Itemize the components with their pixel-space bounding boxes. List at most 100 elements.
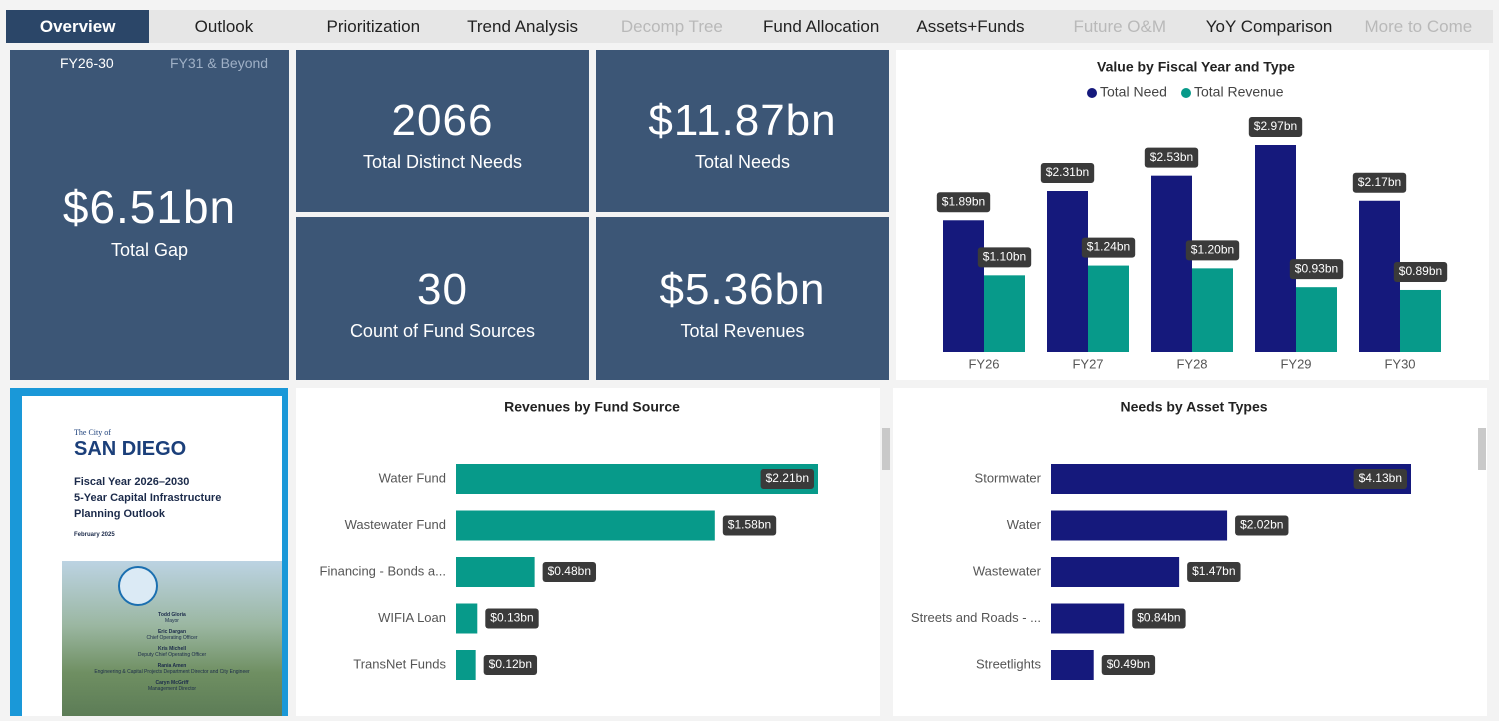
- kpi-card: $11.87bn Total Needs: [596, 50, 889, 212]
- nav-tab[interactable]: Prioritization: [299, 10, 448, 43]
- x-tick-label: FY30: [1384, 356, 1415, 371]
- nav-tab: More to Come: [1344, 10, 1493, 43]
- kpi-value: 2066: [296, 96, 589, 146]
- bar: [456, 511, 715, 541]
- bar: [1151, 176, 1192, 352]
- x-tick-label: FY27: [1072, 356, 1103, 371]
- bar: [456, 650, 476, 680]
- kpi-label: Total Revenues: [596, 321, 889, 342]
- y-tick-label: Financing - Bonds a...: [320, 563, 446, 578]
- data-label: $1.89bn: [942, 194, 985, 208]
- chart-title: Needs by Asset Types: [1120, 399, 1267, 415]
- kpi-label: Total Gap: [10, 240, 289, 261]
- nav-tab: Future O&M: [1045, 10, 1194, 43]
- nav-tab[interactable]: Outlook: [149, 10, 298, 43]
- data-label: $0.13bn: [490, 611, 533, 625]
- y-tick-label: Streetlights: [976, 656, 1042, 671]
- cover-title-line: Fiscal Year 2026–2030: [74, 474, 221, 490]
- chart: Revenues by Fund Source Water Fund $2.21bn…: [296, 388, 880, 716]
- scrollbar[interactable]: [1478, 428, 1486, 470]
- bar: [1255, 145, 1296, 352]
- data-label: $2.97bn: [1254, 119, 1297, 133]
- cover-text: The City of: [74, 428, 111, 437]
- kpi-label: Total Distinct Needs: [296, 152, 589, 173]
- filter[interactable]: FY26-30: [60, 55, 114, 71]
- bar: [1192, 268, 1233, 352]
- y-tick-label: Streets and Roads - ...: [911, 610, 1041, 625]
- chart-panel: Value by Fiscal Year and Type Total Need T…: [896, 50, 1489, 380]
- nav-tab[interactable]: YoY Comparison: [1194, 10, 1343, 43]
- y-tick-label: Water Fund: [379, 470, 446, 485]
- kpi-value: 30: [296, 265, 589, 315]
- nav-tab[interactable]: Trend Analysis: [448, 10, 597, 43]
- chart-title: Revenues by Fund Source: [504, 399, 680, 415]
- cover-person-role: Engineering & Capital Projects Departmen…: [62, 669, 282, 675]
- chart-panel: Revenues by Fund Source Water Fund $2.21bn…: [296, 388, 880, 716]
- kpi-card: $5.36bn Total Revenues: [596, 217, 889, 380]
- data-label: $2.21bn: [766, 471, 809, 485]
- kpi-card: FY26-30 FY31 & Beyond $6.51bn Total Gap: [10, 50, 289, 380]
- bar: [1051, 604, 1124, 634]
- data-label: $1.24bn: [1087, 240, 1130, 254]
- bar: [1088, 266, 1129, 352]
- data-label: $2.31bn: [1046, 165, 1089, 179]
- nav-tab[interactable]: Fund Allocation: [747, 10, 896, 43]
- data-label: $0.89bn: [1399, 264, 1442, 278]
- legend-marker: [1087, 88, 1097, 98]
- cover-page: The City of SAN DIEGO Fiscal Year 2026–2…: [22, 396, 282, 716]
- bar: [1051, 511, 1227, 541]
- bar: [1047, 191, 1088, 352]
- dashboard: OverviewOutlookPrioritizationTrend Analy…: [0, 0, 1499, 716]
- legend-label: Total Need: [1100, 84, 1167, 100]
- data-label: $0.49bn: [1107, 657, 1150, 671]
- kpi-card: 30 Count of Fund Sources: [296, 217, 589, 380]
- bar: [984, 275, 1025, 352]
- x-tick-label: FY26: [968, 356, 999, 371]
- cover-title-line: Planning Outlook: [74, 506, 221, 522]
- cover-date: February 2025: [74, 532, 115, 538]
- data-label: $0.12bn: [489, 657, 532, 671]
- data-label: $4.13bn: [1359, 471, 1402, 485]
- bar: [1400, 290, 1441, 352]
- cover-title-line: 5-Year Capital Infrastructure: [74, 490, 221, 506]
- chart-title: Value by Fiscal Year and Type: [1097, 59, 1295, 75]
- data-label: $0.84bn: [1137, 611, 1180, 625]
- cover-title: Fiscal Year 2026–2030 5-Year Capital Inf…: [74, 474, 221, 522]
- bar: [456, 604, 477, 634]
- chart: Value by Fiscal Year and Type Total Need T…: [896, 50, 1489, 380]
- bar: [456, 557, 535, 587]
- data-label: $2.17bn: [1358, 175, 1401, 189]
- city-seal: [118, 566, 158, 606]
- bar: [1051, 557, 1179, 587]
- kpi-value: $11.87bn: [596, 96, 889, 146]
- y-tick-label: Stormwater: [975, 470, 1042, 485]
- nav-tab[interactable]: Assets+Funds: [896, 10, 1045, 43]
- legend-marker: [1181, 88, 1191, 98]
- y-tick-label: WIFIA Loan: [378, 610, 446, 625]
- y-tick-label: Wastewater: [973, 563, 1042, 578]
- kpi-value: $5.36bn: [596, 265, 889, 315]
- bar: [943, 220, 984, 352]
- data-label: $1.20bn: [1191, 243, 1234, 257]
- scrollbar[interactable]: [882, 428, 890, 470]
- kpi-label: Count of Fund Sources: [296, 321, 589, 342]
- cover-frame: The City of SAN DIEGO Fiscal Year 2026–2…: [10, 388, 288, 716]
- legend-label: Total Revenue: [1194, 84, 1284, 100]
- data-label: $0.48bn: [548, 564, 591, 578]
- data-label: $2.53bn: [1150, 150, 1193, 164]
- kpi-card: 2066 Total Distinct Needs: [296, 50, 589, 212]
- filter[interactable]: FY31 & Beyond: [170, 55, 268, 71]
- nav-tab[interactable]: Overview: [6, 10, 149, 43]
- y-tick-label: Wastewater Fund: [345, 517, 446, 532]
- y-tick-label: TransNet Funds: [353, 656, 446, 671]
- kpi-value: $6.51bn: [10, 180, 289, 234]
- chart: Needs by Asset TypesStormwater$4.13bnWat…: [893, 388, 1487, 716]
- data-label: $1.58bn: [728, 518, 771, 532]
- bar: [1296, 287, 1337, 352]
- data-label: $2.02bn: [1240, 518, 1283, 532]
- cover-city: SAN DIEGO: [74, 438, 186, 461]
- data-label: $1.47bn: [1192, 564, 1235, 578]
- cover-people: Todd GloriaMayorEric DarganChief Operati…: [62, 612, 282, 697]
- x-tick-label: FY29: [1280, 356, 1311, 371]
